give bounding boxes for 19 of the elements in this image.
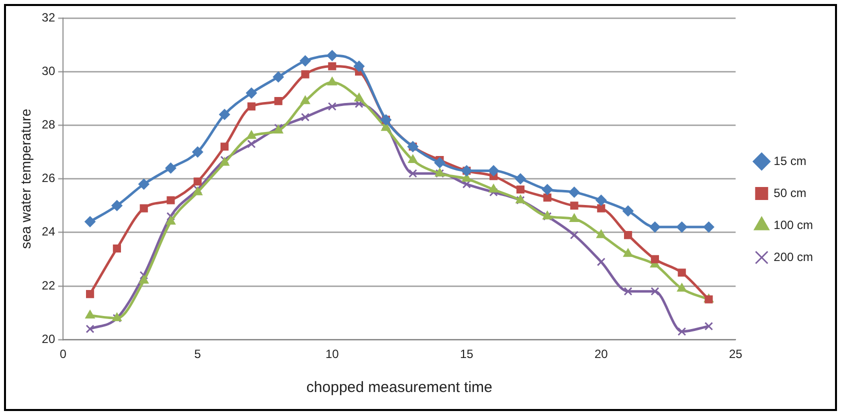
y-tick-label: 24	[42, 224, 56, 239]
x-tick-label: 15	[460, 347, 474, 362]
legend-label: 50 cm	[774, 186, 806, 200]
x-tick-label: 5	[194, 347, 202, 362]
legend-label: 100 cm	[774, 218, 814, 232]
y-tick-label: 30	[42, 64, 56, 78]
x-axis-title: chopped measurement time	[306, 379, 492, 396]
y-axis-title: sea water temperature	[17, 108, 34, 249]
x-tick-label: 25	[728, 347, 743, 362]
y-tick-label: 26	[42, 171, 56, 186]
y-tick-label: 28	[42, 118, 56, 132]
legend-label: 15 cm	[774, 154, 806, 168]
y-tick-label: 22	[42, 278, 56, 292]
x-tick-label: 20	[594, 347, 608, 362]
y-tick-label: 32	[42, 10, 56, 24]
y-tick-label: 20	[42, 332, 56, 346]
x-tick-label: 0	[60, 347, 67, 362]
legend-label: 200 cm	[774, 250, 814, 264]
x-tick-label: 10	[325, 347, 340, 362]
